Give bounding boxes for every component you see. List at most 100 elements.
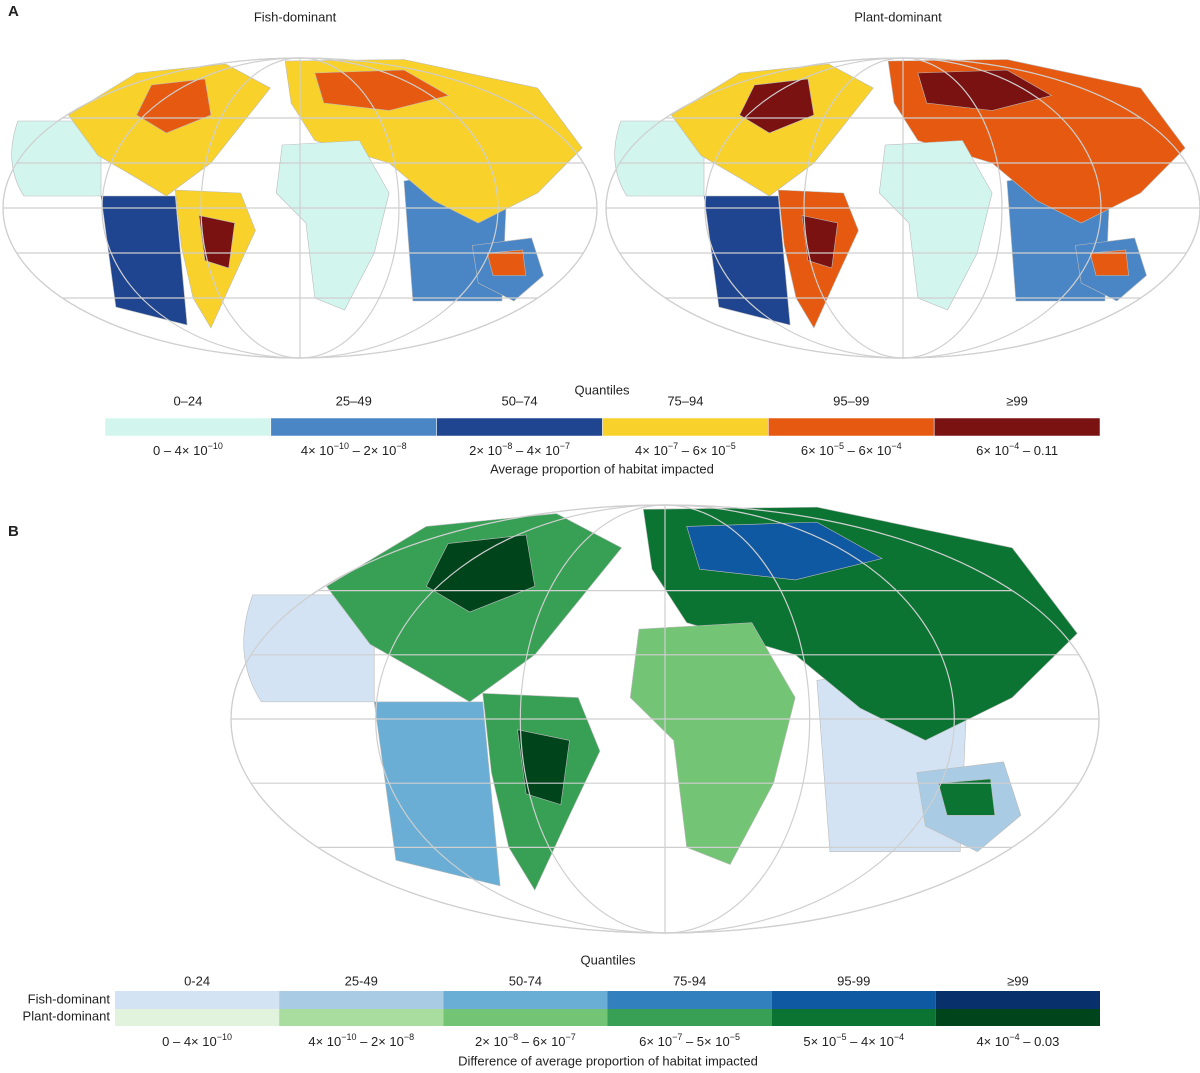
legend-quantile: 50-74 [509,973,542,988]
superscript: −10 [208,441,223,451]
legend-swatch [104,417,272,437]
region [199,216,235,269]
region [276,141,389,311]
label-part: 4× 10 [308,1034,341,1049]
legend-range-label: 6× 10−4 – 0.11 [976,441,1058,458]
region [374,702,500,886]
legend-quantile: 25–49 [336,393,372,408]
label-part: – 0.03 [1020,1034,1060,1049]
region [918,70,1052,110]
label-part: – 5× 10 [682,1034,729,1049]
label-part: 4× 10 [301,443,334,458]
label-part: – 4× 10 [512,443,559,458]
legend-quantile: 75-94 [673,973,706,988]
superscript: −10 [217,1032,232,1042]
region [12,121,101,196]
legend-swatch [436,417,603,437]
legend-caption: Average proportion of habitat impacted [490,461,714,476]
region [315,70,449,110]
legend-quantile: 95-99 [837,973,870,988]
label-part: 4× 10 [976,1034,1009,1049]
label-part: – 6× 10 [844,443,891,458]
map-outline [606,58,1200,358]
region [1090,250,1129,276]
label-part: 0 – 4× 10 [153,443,208,458]
superscript: −5 [834,441,844,451]
superscript: −7 [668,441,678,451]
label-part: 4× 10 [635,443,668,458]
superscript: −4 [1009,441,1019,451]
superscript: −10 [334,441,349,451]
label-part: – 2× 10 [357,1034,404,1049]
region [938,779,994,815]
superscript: −4 [894,1032,904,1042]
superscript: −4 [891,441,901,451]
label-part: 2× 10 [469,443,502,458]
legend-range-label: 2× 10−8 – 4× 10−7 [469,441,570,458]
legend-quantile: ≥99 [1007,973,1029,988]
region [630,623,795,865]
legend-range-label: 4× 10−10 – 2× 10−8 [301,441,407,458]
legend-title: Quantiles [575,382,630,397]
legend-quantile: 75–94 [667,393,703,408]
label-part: – 6× 10 [678,443,725,458]
legend-swatch [443,991,608,1009]
legend-row-label: Plant-dominant [23,1008,111,1023]
label-part: – 2× 10 [349,443,396,458]
map-title: Fish-dominant [254,9,337,24]
region [615,121,704,196]
map [606,58,1200,358]
map-outline [3,58,597,358]
superscript: −10 [341,1032,356,1042]
map [3,58,597,358]
legend-range-label: 0 – 4× 10−10 [153,441,223,458]
region [101,196,187,325]
legend-range-label: 0 – 4× 10−10 [162,1032,232,1049]
label-part: 5× 10 [803,1034,836,1049]
legend-title: Quantiles [581,952,636,967]
label-part: 6× 10 [976,443,1009,458]
legend-range-label: 4× 10−10 – 2× 10−8 [308,1032,414,1049]
legend-range-label: 2× 10−8 – 6× 10−7 [475,1032,576,1049]
legend-quantile: ≥99 [1006,393,1028,408]
legend-swatch [279,1009,444,1026]
legend-range-label: 4× 10−4 – 0.03 [976,1032,1059,1049]
legend-swatch [771,1009,936,1026]
legend-swatch [607,991,772,1009]
label-part: – 0.11 [1019,443,1058,458]
superscript: −8 [396,441,406,451]
superscript: −8 [404,1032,414,1042]
legend-caption: Difference of average proportion of habi… [458,1053,758,1068]
label-part: 6× 10 [639,1034,672,1049]
legend-quantile: 0–24 [173,393,202,408]
superscript: −8 [508,1032,518,1042]
legend-swatch [115,991,280,1009]
legend-swatch [768,417,935,437]
superscript: −7 [672,1032,682,1042]
region [517,730,569,805]
superscript: −7 [566,1032,576,1042]
panel-label: B [8,523,19,540]
superscript: −7 [560,441,570,451]
map [231,505,1099,933]
superscript: −5 [730,1032,740,1042]
legend-swatch [279,991,444,1009]
superscript: −5 [836,1032,846,1042]
legend-range-label: 5× 10−5 – 4× 10−4 [803,1032,904,1049]
legend-swatch [607,1009,772,1026]
legend-swatch [115,1009,280,1026]
legend-swatch [933,417,1101,437]
superscript: −5 [726,441,736,451]
legend-swatch [935,1009,1100,1026]
label-part: – 6× 10 [518,1034,565,1049]
superscript: −4 [1009,1032,1019,1042]
region [704,196,790,325]
legend-range-label: 4× 10−7 – 6× 10−5 [635,441,736,458]
superscript: −8 [502,441,512,451]
legend-swatch [602,417,769,437]
label-part: 0 – 4× 10 [162,1034,217,1049]
panel-label: A [8,3,19,20]
region [687,522,882,580]
